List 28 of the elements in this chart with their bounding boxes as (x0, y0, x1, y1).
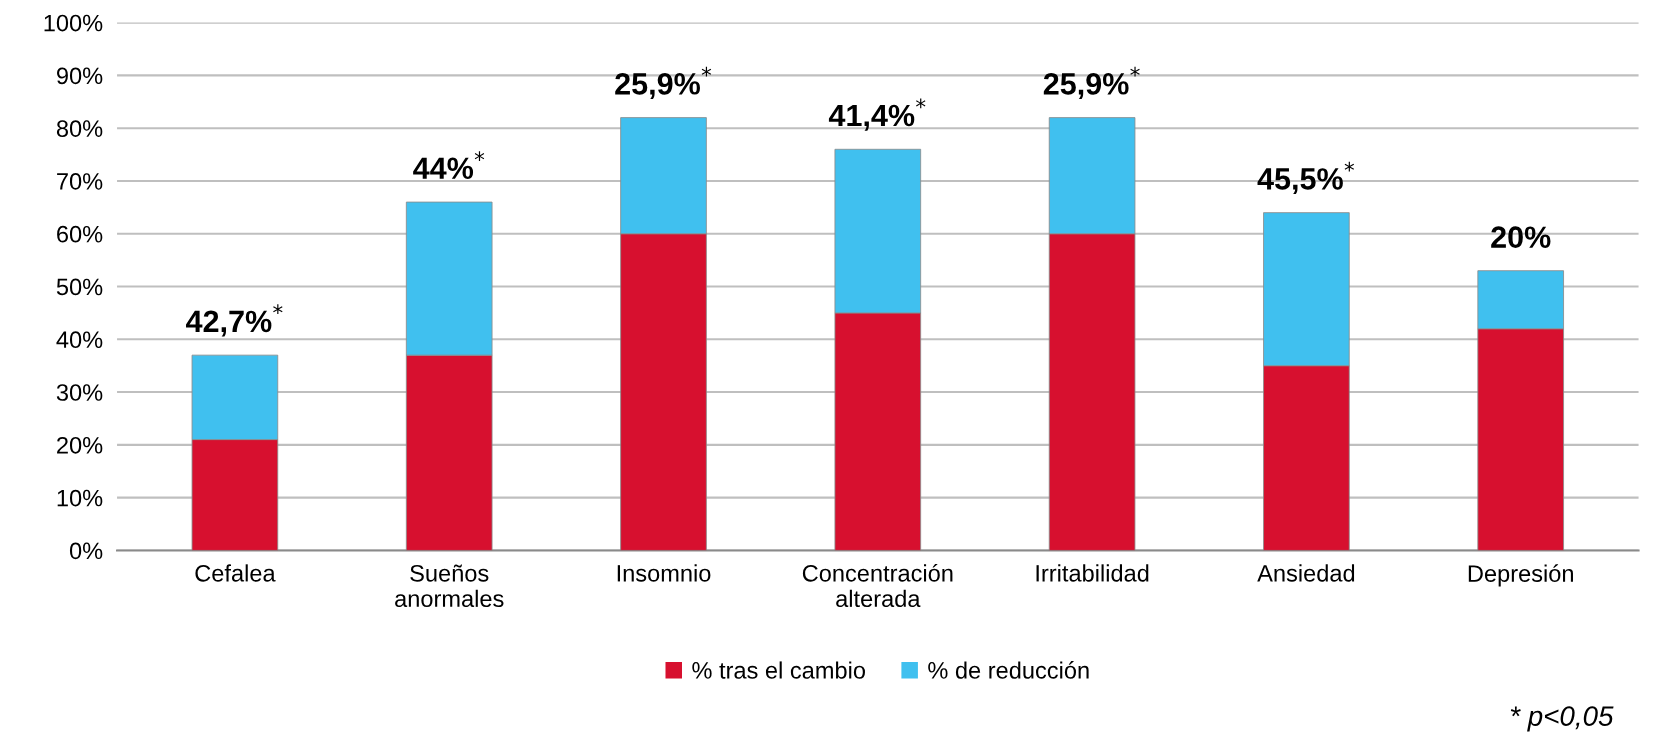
x-tick-label: Irritabilidad (1036, 564, 1149, 582)
annotation: 45,5%$^{*}$ (1257, 161, 1355, 195)
y-tick-label: 80% (56, 120, 103, 137)
y-tick-label: 30% (56, 384, 103, 401)
y-tick-label: 60% (57, 225, 103, 243)
x-tick-label: Cefalea (195, 564, 276, 582)
text: * p<0,05 (1510, 706, 1614, 732)
x-tick-label: Ansiedad (1257, 564, 1355, 582)
y-tick-label: 90% (57, 67, 103, 85)
x-tick-label: Depresión (1468, 564, 1573, 587)
annotation: 25,9%$^{*}$ (1043, 66, 1140, 100)
x-tick-label: Sueños anormales (395, 564, 504, 608)
y-tick-label: 0% (69, 542, 103, 560)
annotation: 25,9%$^{*}$ (615, 66, 712, 100)
annotation: 41,4%$^{*}$ (828, 98, 926, 131)
y-tick-label: 20% (57, 436, 103, 454)
legend-label: % de reducción (928, 661, 1089, 679)
y-tick-label: 100% (44, 14, 103, 32)
legend-label: % tras el cambio (692, 661, 865, 679)
y-tick-label: 40% (56, 331, 103, 349)
annotation: 44%$^{*}$ (413, 151, 485, 180)
y-tick-label: 50% (56, 278, 103, 296)
x-tick-label: Insomnio (617, 564, 711, 582)
annotation: 20% (1491, 226, 1551, 248)
x-tick-label: Concentración alterada (802, 564, 953, 608)
annotation: 42,7%$^{*}$ (186, 304, 283, 337)
y-tick-label: 10% (57, 489, 103, 507)
y-tick-label: 70% (57, 173, 103, 190)
